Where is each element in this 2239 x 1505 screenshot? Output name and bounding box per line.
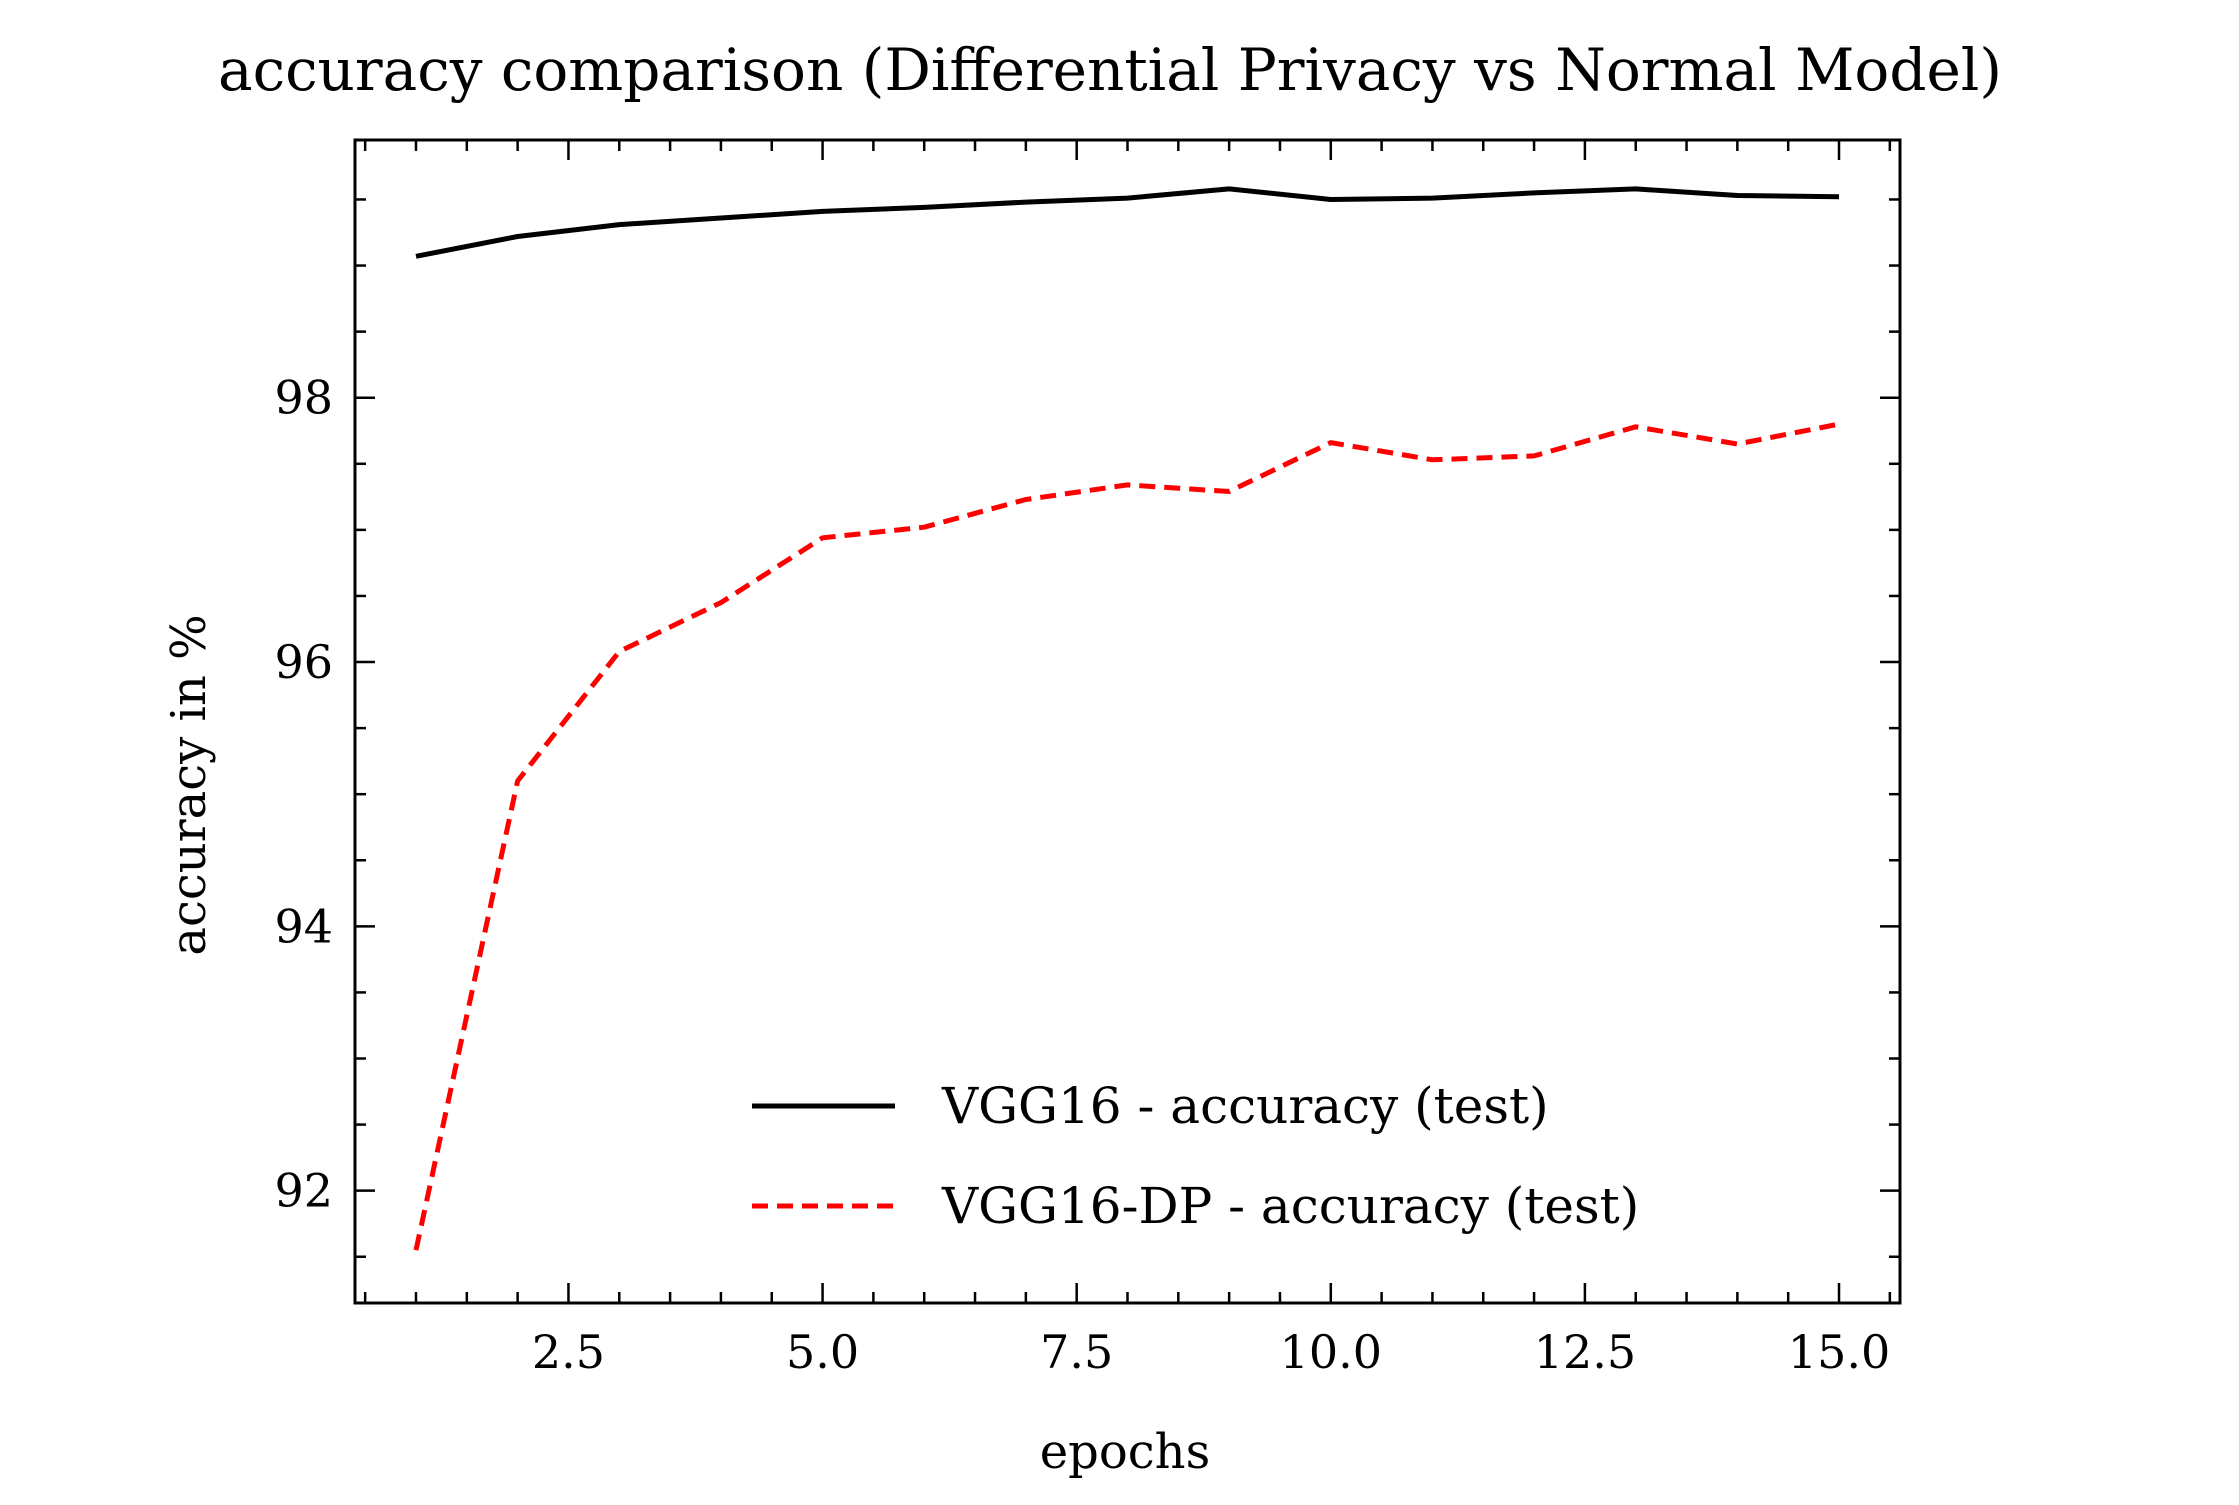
series-lines — [413, 186, 1842, 1251]
series-2-point — [1836, 421, 1842, 427]
y-tick-label: 96 — [274, 635, 333, 689]
x-tick-label: 10.0 — [1280, 1325, 1382, 1379]
x-tick-label: 5.0 — [786, 1325, 859, 1379]
y-tick-label: 92 — [274, 1164, 333, 1218]
series-line-2 — [413, 421, 1840, 1251]
series-2-point — [616, 648, 622, 654]
plot-frame — [353, 138, 1902, 1305]
axis-ticks: 2.5 5.0 7.5 10.0 12.5 15.0 92 94 96 98 — [274, 140, 1900, 1379]
x-tick-label: 15.0 — [1788, 1325, 1890, 1379]
x-tick-label: 2.5 — [532, 1325, 605, 1379]
x-axis-label: epochs — [1040, 1424, 1210, 1480]
x-tick-label: 12.5 — [1534, 1325, 1636, 1379]
legend: VGG16 - accuracy (test) VGG16-DP - accura… — [752, 1077, 1639, 1235]
y-tick-label: 94 — [274, 899, 333, 953]
series-line-1 — [415, 186, 1840, 259]
y-axis-label: accuracy in % — [161, 614, 217, 955]
legend-label-2: VGG16-DP - accuracy (test) — [941, 1177, 1639, 1235]
x-tick-label: 7.5 — [1040, 1325, 1113, 1379]
y-tick-label: 98 — [274, 371, 333, 425]
chart-title: accuracy comparison (Differential Privac… — [218, 36, 2002, 104]
legend-label-1: VGG16 - accuracy (test) — [941, 1077, 1549, 1135]
